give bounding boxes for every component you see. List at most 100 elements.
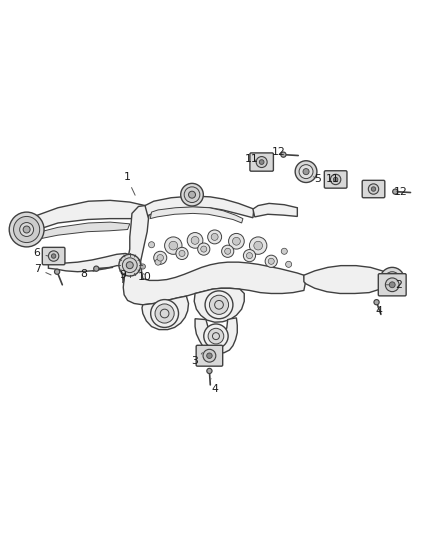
Circle shape <box>250 237 267 254</box>
Circle shape <box>176 247 188 260</box>
Circle shape <box>389 276 396 283</box>
Circle shape <box>207 368 212 374</box>
Circle shape <box>256 157 267 167</box>
Circle shape <box>333 177 338 182</box>
Text: 3: 3 <box>192 353 202 366</box>
Circle shape <box>268 258 274 264</box>
Polygon shape <box>142 296 188 329</box>
Circle shape <box>281 152 286 157</box>
Circle shape <box>259 160 264 164</box>
Text: 12: 12 <box>271 148 285 157</box>
FancyBboxPatch shape <box>324 171 347 188</box>
Circle shape <box>191 237 199 244</box>
Circle shape <box>94 266 99 271</box>
Circle shape <box>205 291 233 319</box>
Text: 12: 12 <box>394 187 408 197</box>
Circle shape <box>208 328 224 344</box>
Circle shape <box>303 168 309 175</box>
FancyBboxPatch shape <box>196 345 223 366</box>
Text: 4: 4 <box>376 306 383 316</box>
Circle shape <box>254 241 262 250</box>
Circle shape <box>233 237 240 245</box>
Polygon shape <box>145 196 254 218</box>
Circle shape <box>208 230 222 244</box>
Circle shape <box>299 165 313 179</box>
Circle shape <box>203 349 216 362</box>
Circle shape <box>179 251 185 256</box>
Circle shape <box>184 187 200 203</box>
Polygon shape <box>150 207 243 223</box>
Text: 2: 2 <box>386 280 402 290</box>
Text: 10: 10 <box>138 272 152 282</box>
Circle shape <box>9 212 44 247</box>
Polygon shape <box>304 265 391 294</box>
Circle shape <box>14 216 40 243</box>
Polygon shape <box>195 318 237 353</box>
Circle shape <box>207 353 212 359</box>
Circle shape <box>286 261 292 268</box>
Polygon shape <box>48 254 128 283</box>
Circle shape <box>148 241 155 248</box>
Circle shape <box>392 189 398 194</box>
Circle shape <box>126 262 133 269</box>
Circle shape <box>281 248 287 254</box>
Circle shape <box>222 245 234 257</box>
Circle shape <box>169 241 178 250</box>
Circle shape <box>187 232 203 248</box>
Circle shape <box>181 183 203 206</box>
Circle shape <box>140 264 145 269</box>
Polygon shape <box>123 206 305 305</box>
Text: 8: 8 <box>81 269 95 279</box>
Text: 5: 5 <box>314 174 321 184</box>
Circle shape <box>212 333 219 340</box>
Circle shape <box>380 268 404 292</box>
Circle shape <box>198 243 210 255</box>
Text: 9: 9 <box>120 270 127 280</box>
FancyBboxPatch shape <box>42 247 65 265</box>
Circle shape <box>295 161 317 182</box>
Circle shape <box>201 246 207 252</box>
Circle shape <box>389 282 395 288</box>
Circle shape <box>151 300 179 327</box>
Text: 11: 11 <box>325 174 339 184</box>
Circle shape <box>49 251 59 261</box>
Text: 4: 4 <box>211 379 218 394</box>
Text: 11: 11 <box>245 154 259 164</box>
Circle shape <box>165 237 182 254</box>
Polygon shape <box>25 200 149 235</box>
Polygon shape <box>28 222 130 241</box>
Circle shape <box>229 233 244 249</box>
Circle shape <box>247 253 253 259</box>
Circle shape <box>119 254 141 276</box>
Circle shape <box>211 233 218 240</box>
Polygon shape <box>194 288 244 322</box>
Circle shape <box>23 226 30 233</box>
Circle shape <box>122 258 137 272</box>
FancyBboxPatch shape <box>378 273 406 296</box>
Circle shape <box>215 301 223 309</box>
Circle shape <box>265 255 277 268</box>
Circle shape <box>385 278 399 292</box>
Polygon shape <box>253 204 297 217</box>
Text: 1: 1 <box>123 172 135 195</box>
Circle shape <box>330 174 341 184</box>
Circle shape <box>368 184 379 194</box>
Circle shape <box>225 248 231 254</box>
Text: 7: 7 <box>34 264 51 275</box>
Circle shape <box>51 254 56 259</box>
Circle shape <box>154 251 167 264</box>
Circle shape <box>54 269 60 274</box>
Circle shape <box>385 272 400 287</box>
Circle shape <box>204 324 228 349</box>
Text: 6: 6 <box>34 248 48 259</box>
FancyBboxPatch shape <box>362 180 385 198</box>
Circle shape <box>188 191 195 198</box>
Circle shape <box>155 304 174 323</box>
Circle shape <box>155 259 161 265</box>
Circle shape <box>157 255 163 261</box>
Circle shape <box>371 187 376 191</box>
FancyBboxPatch shape <box>250 153 273 171</box>
Circle shape <box>209 295 229 314</box>
Circle shape <box>20 223 34 237</box>
Circle shape <box>244 249 255 262</box>
